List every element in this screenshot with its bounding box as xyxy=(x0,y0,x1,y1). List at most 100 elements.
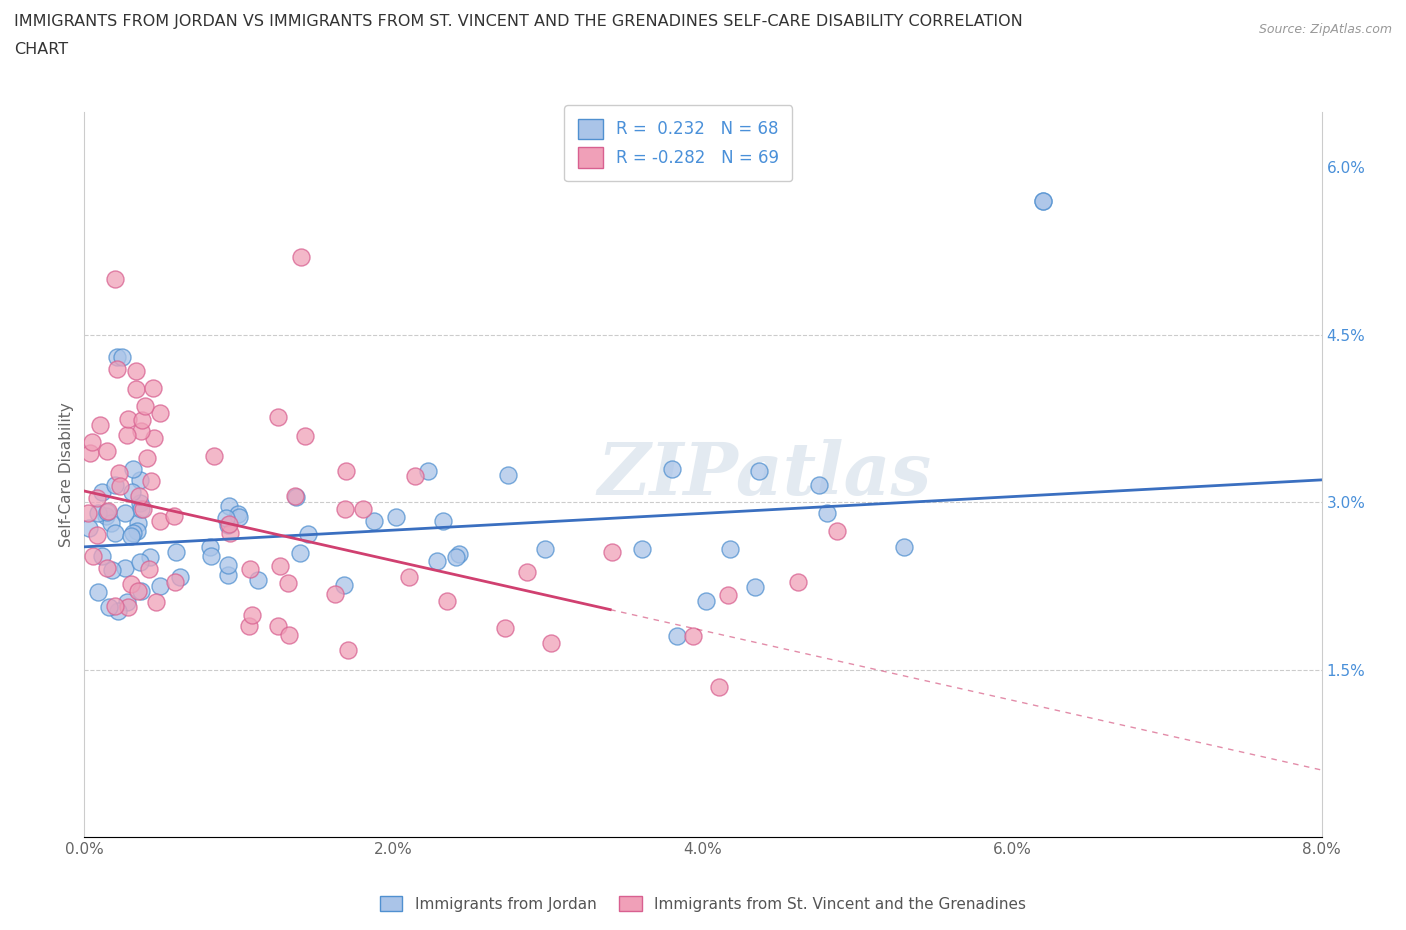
Point xyxy=(128,488,150,503)
Point xyxy=(335,464,357,479)
Point xyxy=(297,526,319,541)
Point xyxy=(142,381,165,396)
Point xyxy=(217,557,239,572)
Point xyxy=(284,489,307,504)
Point xyxy=(217,567,239,582)
Text: CHART: CHART xyxy=(14,42,67,57)
Point xyxy=(135,450,157,465)
Point xyxy=(80,434,103,449)
Y-axis label: Self-Care Disability: Self-Care Disability xyxy=(59,402,75,547)
Point xyxy=(218,516,240,531)
Point xyxy=(108,479,131,494)
Point xyxy=(707,680,730,695)
Point xyxy=(98,600,121,615)
Point xyxy=(105,350,128,365)
Point xyxy=(1032,193,1054,208)
Point xyxy=(122,526,145,541)
Point xyxy=(202,448,225,463)
Point xyxy=(107,362,129,377)
Point xyxy=(96,509,118,524)
Point xyxy=(215,511,238,525)
Point xyxy=(120,577,142,591)
Point xyxy=(496,468,519,483)
Point xyxy=(815,506,838,521)
Point xyxy=(661,461,683,476)
Point xyxy=(122,462,145,477)
Point xyxy=(117,599,139,614)
Point xyxy=(149,405,172,420)
Point xyxy=(96,504,118,519)
Point xyxy=(101,562,124,577)
Point xyxy=(808,477,831,492)
Point xyxy=(121,485,143,499)
Point xyxy=(447,547,470,562)
Point xyxy=(149,513,172,528)
Point xyxy=(290,249,312,264)
Point xyxy=(165,544,187,559)
Point xyxy=(717,587,740,602)
Point xyxy=(129,496,152,511)
Point xyxy=(494,620,516,635)
Point xyxy=(100,515,122,530)
Point xyxy=(748,463,770,478)
Point xyxy=(107,604,129,618)
Point xyxy=(200,548,222,563)
Point xyxy=(682,629,704,644)
Point xyxy=(1032,193,1054,208)
Text: ZIPatlas: ZIPatlas xyxy=(598,439,932,510)
Point xyxy=(82,549,104,564)
Point xyxy=(426,553,449,568)
Point xyxy=(169,569,191,584)
Point xyxy=(86,527,108,542)
Point xyxy=(226,507,249,522)
Point xyxy=(247,572,270,587)
Point xyxy=(277,628,299,643)
Point xyxy=(163,509,186,524)
Point xyxy=(127,516,149,531)
Point xyxy=(323,587,346,602)
Point xyxy=(277,576,299,591)
Point xyxy=(218,525,240,540)
Point xyxy=(446,550,468,565)
Text: Source: ZipAtlas.com: Source: ZipAtlas.com xyxy=(1258,23,1392,36)
Point xyxy=(145,594,167,609)
Point xyxy=(893,539,915,554)
Point xyxy=(228,510,250,525)
Point xyxy=(125,381,148,396)
Point xyxy=(267,619,290,634)
Point xyxy=(269,559,291,574)
Point xyxy=(129,501,152,516)
Point xyxy=(129,472,152,487)
Point xyxy=(198,539,221,554)
Point xyxy=(87,505,110,520)
Point xyxy=(787,574,810,589)
Point xyxy=(516,565,538,579)
Point xyxy=(218,498,240,513)
Point xyxy=(163,575,186,590)
Point xyxy=(744,579,766,594)
Point xyxy=(436,593,458,608)
Point xyxy=(540,635,562,650)
Point xyxy=(117,412,139,427)
Point xyxy=(129,554,152,569)
Point xyxy=(352,501,374,516)
Point xyxy=(79,446,101,461)
Point xyxy=(143,431,166,445)
Point xyxy=(333,501,356,516)
Point xyxy=(217,518,239,533)
Point xyxy=(267,410,290,425)
Point xyxy=(432,514,454,529)
Point xyxy=(115,594,138,609)
Point xyxy=(97,504,120,519)
Point xyxy=(600,544,623,559)
Legend: Immigrants from Jordan, Immigrants from St. Vincent and the Grenadines: Immigrants from Jordan, Immigrants from … xyxy=(374,889,1032,918)
Point xyxy=(131,413,153,428)
Point xyxy=(825,524,848,538)
Point xyxy=(125,364,148,379)
Point xyxy=(115,428,138,443)
Legend: R =  0.232   N = 68, R = -0.282   N = 69: R = 0.232 N = 68, R = -0.282 N = 69 xyxy=(564,105,792,181)
Point xyxy=(110,350,132,365)
Point xyxy=(138,562,160,577)
Point xyxy=(96,444,118,458)
Point xyxy=(333,578,356,592)
